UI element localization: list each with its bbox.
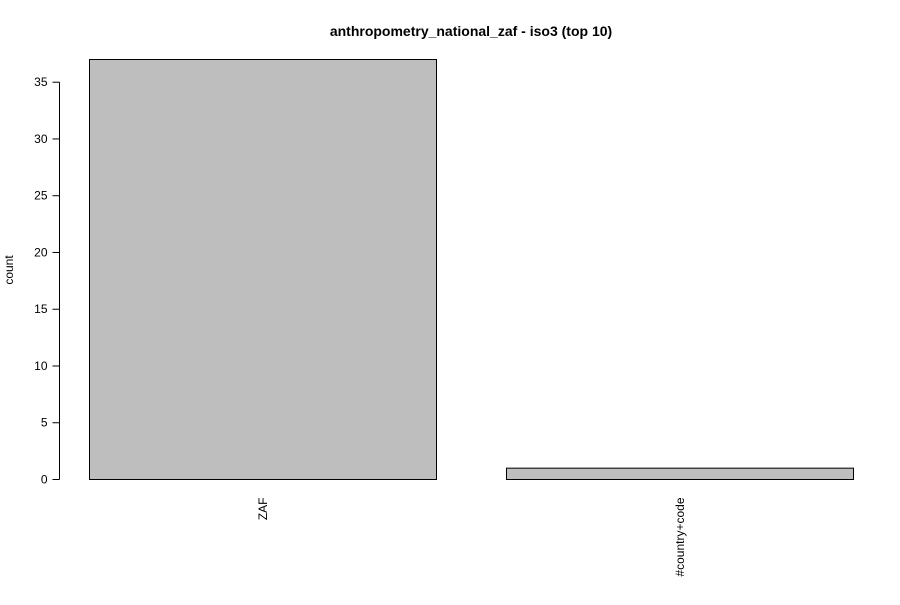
y-axis-label: count — [2, 255, 16, 285]
chart-title: anthropometry_national_zaf - iso3 (top 1… — [330, 23, 612, 39]
category-labels: ZAF #country+code — [256, 497, 687, 576]
y-axis-ticks: 0 5 10 15 20 25 30 35 — [34, 75, 60, 487]
category-label: ZAF — [256, 498, 270, 521]
category-label: #country+code — [673, 497, 687, 576]
y-tick-label: 30 — [34, 132, 48, 146]
bar-1 — [506, 467, 854, 481]
y-tick-label: 20 — [34, 245, 48, 259]
y-tick-label: 25 — [34, 189, 48, 203]
bar-0 — [89, 59, 437, 480]
y-tick-label: 15 — [34, 302, 48, 316]
y-tick-label: 35 — [34, 75, 48, 89]
y-tick-label: 0 — [41, 473, 48, 487]
bars-group — [89, 59, 854, 481]
y-tick-label: 10 — [34, 359, 48, 373]
y-tick-label: 5 — [41, 416, 48, 430]
